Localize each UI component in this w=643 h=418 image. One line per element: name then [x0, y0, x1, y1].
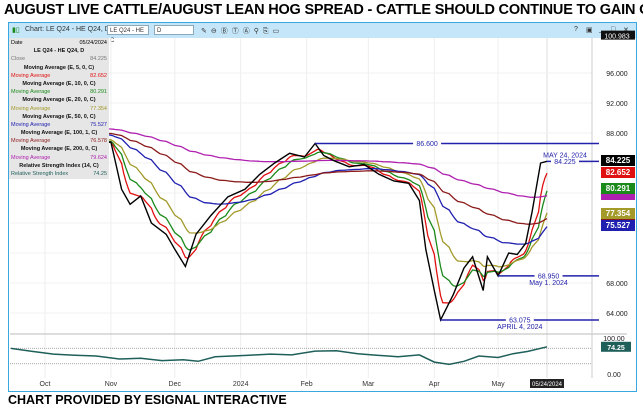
study-value: 75.527 — [90, 121, 107, 128]
ma5-price-badge — [601, 167, 635, 178]
annotation-price: 84.225 — [554, 159, 576, 166]
annotation-price: 68.950 — [538, 273, 560, 280]
study-label: Moving Average — [11, 105, 51, 112]
rsi-line — [10, 346, 548, 366]
ma50-price-label: 75.527 — [606, 221, 631, 230]
chart-toolbar: ▮▯ Chart: LE Q24 - HE Q24, D LE Q24 - HE… — [9, 23, 636, 44]
last-date-badge — [530, 379, 564, 388]
study-label: Moving Average — [11, 72, 51, 79]
close-value: 84.225 — [90, 56, 107, 63]
high-price-badge — [601, 30, 635, 40]
page-title: AUGUST LIVE CATTLE/AUGUST LEAN HOG SPREA… — [4, 2, 643, 18]
close-line — [10, 130, 548, 322]
x-tick-label: Mar — [362, 381, 375, 388]
study-header: Moving Average (E, 5, 0, C) — [23, 64, 95, 71]
study-row: Relative Strength Index 74.25 — [11, 170, 107, 178]
x-tick-label: Dec — [169, 381, 182, 388]
restore-button[interactable]: ▣ — [586, 27, 593, 34]
ma50-price-badge — [601, 220, 635, 231]
study-header: Moving Average (E, 50, 0, C) — [22, 113, 96, 120]
chart-window: ▮▯ Chart: LE Q24 - HE Q24, D LE Q24 - HE… — [8, 22, 637, 392]
x-tick-label: Feb — [301, 381, 313, 388]
close-label: Close — [11, 56, 26, 63]
study-header: Moving Average (E, 100, 1, C) — [20, 130, 98, 137]
study-header: Moving Average (E, 200, 0, C) — [20, 146, 98, 153]
x-tick-label: May — [491, 381, 505, 388]
study-value: 77.354 — [90, 105, 107, 112]
study-label: Moving Average — [11, 121, 51, 128]
y-tick-label: 68.000 — [606, 281, 628, 288]
data-legend: Date 05/24/2024 LE Q24 - HE Q24, D Close 8… — [9, 38, 109, 180]
y-tick-label: 88.000 — [606, 131, 628, 138]
ma10-price-badge — [601, 183, 635, 194]
ma20-price-badge — [601, 208, 635, 219]
rsi-value-label: 74.25 — [607, 345, 625, 352]
y-tick-label: 64.000 — [606, 311, 628, 318]
date-value: 05/24/2024 — [79, 40, 107, 46]
study-row: Moving Average 79.624 — [11, 154, 107, 162]
minimize-button[interactable]: _ — [599, 26, 603, 33]
ma200-badge — [601, 194, 635, 200]
chart-icon: ▮▯ — [12, 27, 20, 34]
study-header: Moving Average (E, 20, 0, C) — [22, 97, 96, 104]
annotation-price: 63.075 — [509, 317, 531, 324]
ma5-price-label: 82.652 — [606, 168, 631, 177]
study-value: 79.624 — [90, 154, 107, 161]
study-value: 82.652 — [90, 72, 107, 79]
study-label: Moving Average — [11, 138, 51, 145]
study-label: Moving Average — [11, 154, 51, 161]
drawing-tools-icons[interactable]: ✎⊖ⒷⓉⒶ⚲⎘▭ — [201, 28, 284, 35]
annotation-bg — [551, 157, 579, 165]
rsi-tick-label: 0.00 — [607, 372, 621, 379]
annotation-bg — [534, 271, 563, 279]
annotation-bg — [505, 315, 534, 323]
study-row: Moving Average 82.652 — [11, 72, 107, 80]
study-row: Moving Average 80.291 — [11, 88, 107, 96]
study-label: Moving Average — [11, 89, 51, 96]
ma20-price-label: 77.354 — [606, 209, 631, 218]
x-tick-label: Oct — [40, 381, 51, 388]
annotation-date: APRIL 4, 2024 — [497, 324, 542, 331]
maximize-button[interactable]: □ — [611, 26, 616, 33]
symbol-label: LE Q24 - HE Q24, D — [33, 48, 85, 55]
symbol-input[interactable]: LE Q24 - HE C — [107, 25, 149, 44]
interval-select[interactable]: D — [154, 25, 194, 35]
study-value: 74.25 — [93, 171, 107, 177]
ma10-price-label: 80.291 — [606, 184, 631, 193]
x-tick-label: 2024 — [233, 381, 249, 388]
last-date-label: 05/24/2024 — [532, 382, 563, 388]
study-label: Relative Strength Index — [11, 171, 69, 177]
y-tick-label: 100.983 — [604, 34, 629, 41]
study-value: 80.291 — [90, 89, 107, 96]
annotation-bg — [413, 139, 442, 147]
y-tick-label: 96.000 — [606, 71, 628, 78]
study-value: 76.578 — [90, 138, 107, 145]
y-tick-label: 92.000 — [606, 101, 628, 108]
rsi-tick-label: 100.00 — [603, 336, 625, 343]
study-header: Moving Average (E, 10, 0, C) — [22, 80, 96, 87]
study-row: Moving Average 75.527 — [11, 121, 107, 129]
annotation-date: MAY 24, 2024 — [543, 152, 587, 159]
study-row: Moving Average 76.578 — [11, 137, 107, 145]
x-tick-label: Apr — [429, 381, 441, 388]
rsi-value-badge — [601, 341, 631, 352]
chart-label: Chart: LE Q24 - HE Q24, D — [25, 26, 110, 33]
x-tick-label: Nov — [105, 381, 118, 388]
close-price-label: 84.225 — [606, 156, 631, 165]
close-button[interactable]: ✕ — [623, 27, 629, 34]
annotation-price: 86.600 — [416, 141, 438, 148]
close-price-badge — [601, 155, 635, 166]
footer-credit: CHART PROVIDED BY ESIGNAL INTERACTIVE — [8, 393, 287, 407]
study-header: Relative Strength Index (14, C) — [19, 162, 99, 169]
annotation-date: May 1. 2024 — [529, 280, 568, 287]
study-row: Moving Average 77.354 — [11, 105, 107, 113]
date-label: Date — [11, 40, 23, 46]
help-button[interactable]: ? — [574, 26, 578, 33]
